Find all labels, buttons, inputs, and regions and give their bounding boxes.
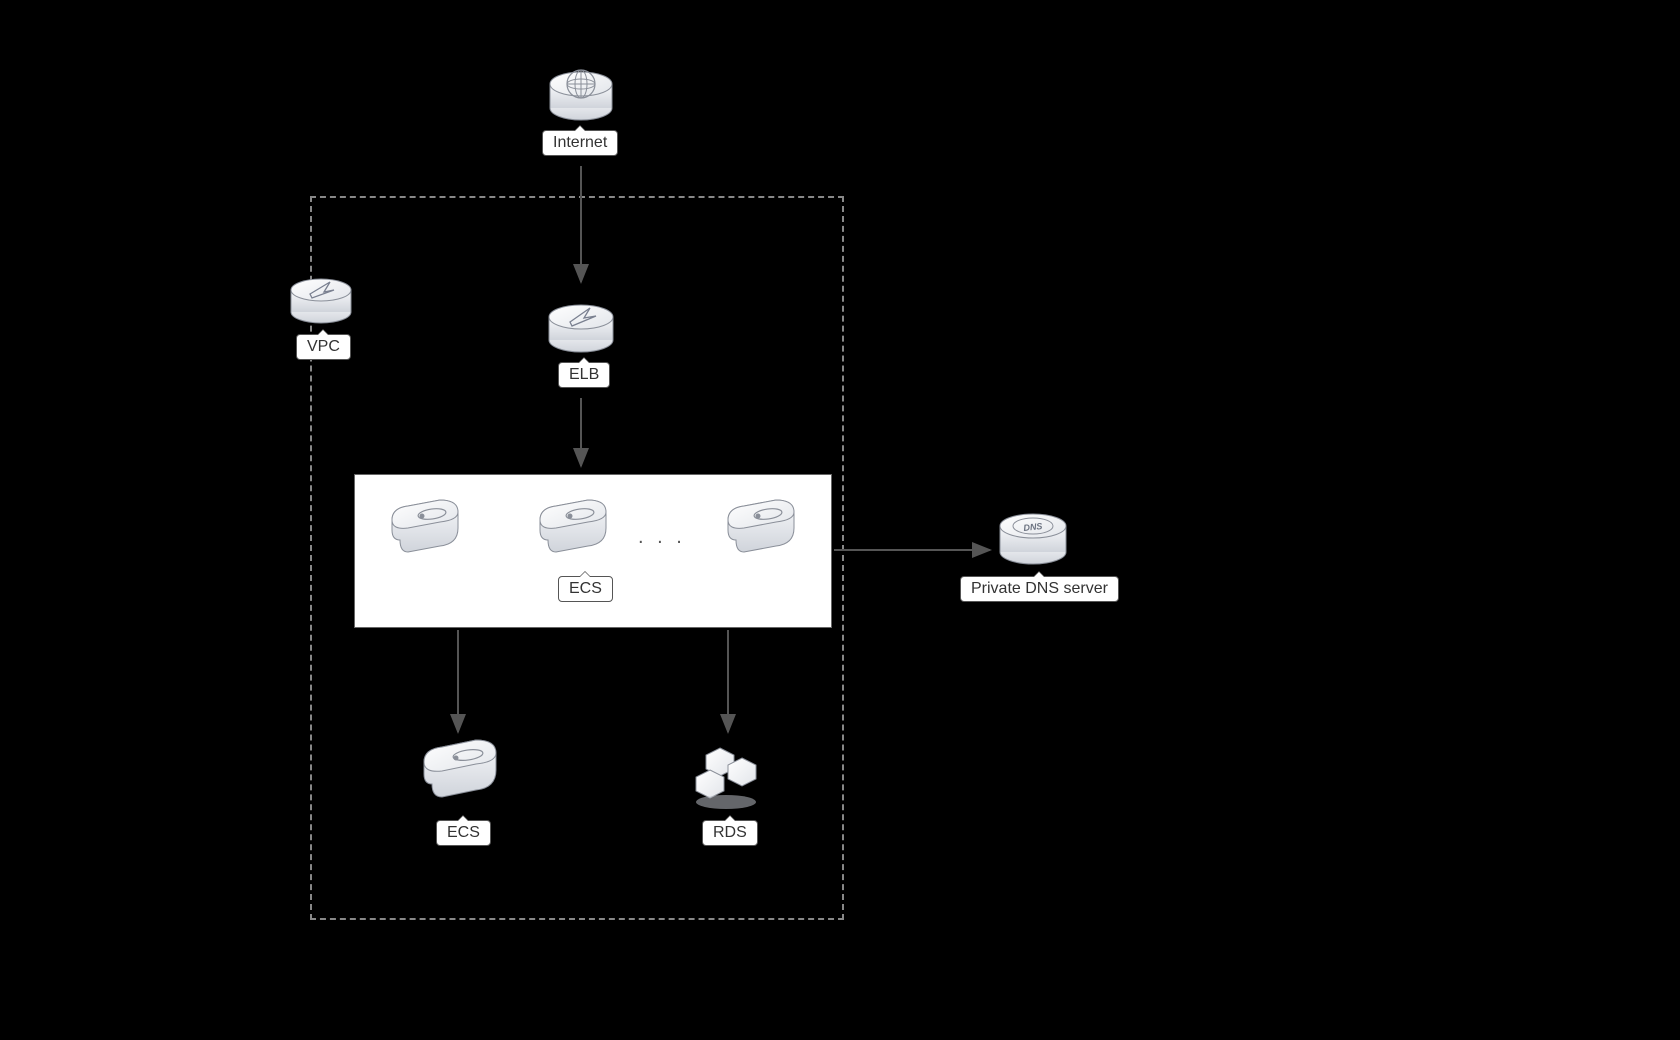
ecs-group-label: ECS	[558, 576, 613, 602]
vpc-label: VPC	[296, 334, 351, 360]
dns-label: Private DNS server	[960, 576, 1119, 602]
ecs-node-icon	[540, 500, 606, 552]
internet-label: Internet	[542, 130, 618, 156]
dns-icon: DNS	[1000, 514, 1066, 564]
rds-label: RDS	[702, 820, 758, 846]
internet-icon	[550, 70, 612, 120]
ecs-ellipsis: . . .	[638, 526, 686, 549]
ecs-bottom-icon	[424, 740, 496, 797]
ecs-node-icon	[728, 500, 794, 552]
svg-text:DNS: DNS	[1023, 521, 1043, 533]
ecs-bottom-label: ECS	[436, 820, 491, 846]
ecs-node-icon	[392, 500, 458, 552]
diagram-svg: DNS	[0, 0, 1680, 1040]
rds-icon	[696, 748, 756, 809]
vpc-icon	[291, 279, 351, 323]
elb-icon	[549, 305, 613, 352]
elb-label: ELB	[558, 362, 610, 388]
diagram-canvas: DNS . . . Internet VPC ELB ECS ECS RDS P…	[0, 0, 1680, 1040]
